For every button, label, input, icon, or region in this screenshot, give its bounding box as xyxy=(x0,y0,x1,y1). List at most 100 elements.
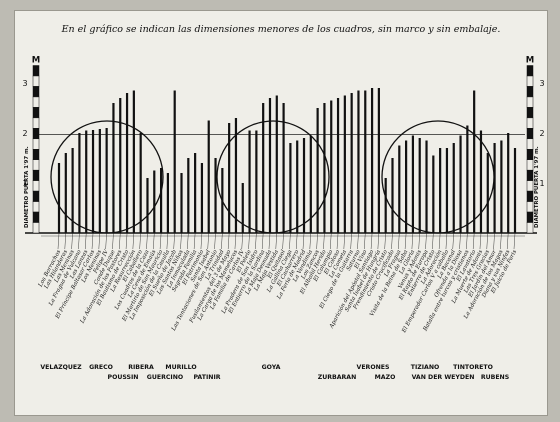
label-leader xyxy=(98,232,101,250)
label-leader xyxy=(445,232,448,250)
painting-bar xyxy=(439,148,442,233)
label-leader xyxy=(193,232,196,250)
scale-ruler-segment xyxy=(526,128,534,140)
painting-bar xyxy=(166,173,169,233)
label-leader xyxy=(459,232,461,250)
painting-bar xyxy=(316,108,319,233)
scale-ruler-segment xyxy=(32,107,40,119)
painting-bar xyxy=(91,130,95,233)
scale-ruler-segment xyxy=(32,65,40,77)
artist-name: ZURBARAN xyxy=(318,374,357,381)
label-leader xyxy=(438,232,441,250)
label-leader xyxy=(336,232,339,250)
painting-bar xyxy=(398,145,401,233)
label-leader xyxy=(85,232,87,250)
scale-ruler-segment xyxy=(526,190,534,202)
y-tick-label: 1 xyxy=(539,179,544,188)
label-leader xyxy=(125,232,128,250)
painting-bar xyxy=(418,138,421,233)
scale-ruler-segment xyxy=(526,211,534,223)
artist-name: GRECO xyxy=(89,364,113,371)
label-leader xyxy=(466,232,468,250)
label-leader xyxy=(506,232,509,250)
label-leader xyxy=(350,232,352,250)
painting-bar xyxy=(241,183,244,233)
label-leader xyxy=(132,232,135,250)
label-leader xyxy=(214,232,216,250)
painting-bar xyxy=(459,135,462,233)
artist-name: RUBENS xyxy=(481,374,509,381)
artist-name: TINTORETO xyxy=(453,364,493,371)
scale-ruler-segment xyxy=(526,107,534,119)
label-leader xyxy=(513,232,516,250)
scale-ruler-segment xyxy=(526,86,534,98)
painting-bar xyxy=(268,98,272,233)
scale-ruler-segment xyxy=(526,180,534,192)
label-leader xyxy=(241,232,243,250)
label-leader xyxy=(343,232,346,250)
label-leader xyxy=(452,232,454,250)
label-leader xyxy=(411,232,414,250)
painting-bar xyxy=(85,130,88,233)
scale-ruler-segment xyxy=(32,86,40,98)
door-diameter-label: DIAMETRO PUERTA 1'97 m. xyxy=(534,146,540,228)
label-leader xyxy=(479,232,482,250)
label-leader xyxy=(472,232,475,250)
scale-ruler-segment xyxy=(526,222,534,234)
label-leader xyxy=(173,232,175,250)
label-leader xyxy=(418,232,420,250)
label-leader xyxy=(486,232,488,250)
label-leader xyxy=(296,232,298,250)
y-tick-label: 3 xyxy=(539,79,544,88)
label-leader xyxy=(323,232,325,250)
painting-bar xyxy=(486,153,489,233)
label-leader xyxy=(309,232,312,250)
label-leader xyxy=(282,232,284,250)
label-leader xyxy=(255,232,257,250)
label-leader xyxy=(370,232,373,250)
painting-bar xyxy=(479,130,483,233)
label-leader xyxy=(112,232,114,250)
label-leader xyxy=(200,232,203,250)
scale-ruler-segment xyxy=(526,159,534,171)
painting-bar xyxy=(302,138,306,233)
artist-name: GUERCINO xyxy=(147,374,183,381)
painting-bar xyxy=(228,123,231,233)
painting-bar xyxy=(296,140,299,233)
label-leader xyxy=(119,232,121,250)
label-leader xyxy=(268,232,271,250)
painting-bar xyxy=(200,163,204,233)
label-leader xyxy=(248,232,250,250)
painting-bar xyxy=(391,158,394,233)
label-leader xyxy=(221,232,223,250)
painting-bar xyxy=(500,140,503,233)
scale-ruler-segment xyxy=(32,201,40,213)
painting-bar xyxy=(432,155,435,233)
scale-ruler-segment xyxy=(526,75,534,87)
painting-bar xyxy=(173,90,176,233)
label-leader xyxy=(357,232,359,250)
artist-name: MAZO xyxy=(375,374,396,381)
label-leader xyxy=(234,232,237,250)
y-tick-label: 1 xyxy=(22,179,27,188)
label-leader xyxy=(105,232,107,250)
painting-bar xyxy=(132,90,135,233)
label-leader xyxy=(316,232,318,250)
painting-bar xyxy=(139,133,142,233)
label-leader xyxy=(432,232,434,250)
label-leader xyxy=(398,232,400,250)
label-leader xyxy=(159,232,162,250)
painting-bar xyxy=(187,158,190,233)
scale-unit-label: M xyxy=(32,56,40,66)
painting-bar xyxy=(330,100,333,233)
scale-ruler-segment xyxy=(32,96,40,108)
painting-bar xyxy=(105,128,108,233)
painting-bar xyxy=(343,95,346,233)
label-leader xyxy=(57,232,60,250)
painting-bar xyxy=(112,103,115,233)
label-leader xyxy=(187,232,189,250)
painting-bar xyxy=(180,173,183,233)
label-leader xyxy=(330,232,332,250)
painting-bar xyxy=(159,168,163,233)
painting-bar xyxy=(262,103,265,233)
